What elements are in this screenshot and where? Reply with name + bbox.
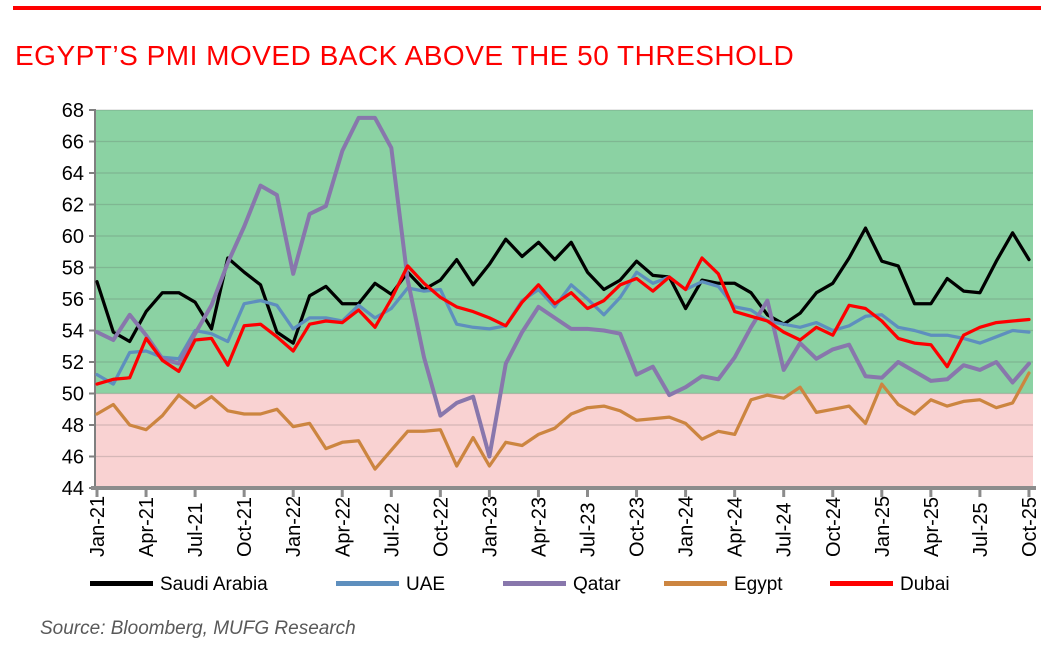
- y-tick-label: 54: [62, 321, 84, 343]
- x-tick-label-group: Jan-24: [676, 496, 698, 557]
- legend-line-swatch: [830, 581, 893, 586]
- legend-item-dubai: Dubai: [830, 571, 950, 599]
- x-tick-label-group: Jul-23: [578, 503, 600, 557]
- series-line-saudi-arabia: [95, 226, 1031, 345]
- y-tick-label: 68: [62, 100, 84, 122]
- x-tick-label: Jul-21: [185, 503, 207, 557]
- legend-label: Egypt: [734, 574, 783, 595]
- x-tick-label: Jan-23: [479, 496, 501, 557]
- page-title: EGYPT’S PMI MOVED BACK ABOVE THE 50 THRE…: [15, 40, 795, 71]
- legend-line-swatch: [664, 581, 727, 586]
- x-tick-label: Apr-24: [725, 497, 747, 557]
- x-tick-label: Apr-21: [136, 497, 158, 557]
- x-tick-label-group: Apr-22: [332, 497, 354, 557]
- x-tick-label-group: Jul-21: [185, 503, 207, 557]
- x-tick-label-group: Apr-24: [725, 497, 747, 557]
- x-tick-label-group: Oct-24: [823, 497, 845, 557]
- y-tick-label: 58: [62, 258, 84, 280]
- x-tick-label: Apr-25: [921, 497, 943, 557]
- x-tick-label-group: Apr-21: [136, 497, 158, 557]
- x-tick-label: Oct-22: [430, 497, 452, 557]
- x-tick-label: Oct-21: [234, 497, 256, 557]
- y-tick-label: 56: [62, 289, 84, 311]
- y-tick-label: 52: [62, 352, 84, 374]
- x-tick-label: Oct-23: [627, 497, 649, 557]
- y-tick-label: 66: [62, 132, 84, 154]
- x-tick-label-group: Apr-23: [528, 497, 550, 557]
- x-tick-label: Jan-24: [676, 496, 698, 557]
- x-tick-label-group: Jan-22: [283, 496, 305, 557]
- x-tick-label: Apr-23: [528, 497, 550, 557]
- legend-label: UAE: [406, 574, 446, 595]
- x-tick-label-group: Jan-23: [479, 496, 501, 557]
- y-tick-label: 64: [62, 163, 84, 185]
- y-tick-label: 62: [62, 195, 84, 217]
- x-tick-label-group: Jan-21: [87, 496, 109, 557]
- x-tick-label: Jan-22: [283, 496, 305, 557]
- legend-line-swatch: [503, 581, 566, 586]
- y-tick-label: 60: [62, 226, 84, 248]
- legend-label: Dubai: [900, 574, 950, 595]
- x-tick-label-group: Oct-25: [1019, 497, 1041, 557]
- x-tick-label: Jan-25: [872, 496, 894, 557]
- top-accent-rule: [13, 6, 1041, 10]
- y-tick-label: 46: [62, 447, 84, 469]
- x-tick-label: Oct-24: [823, 497, 845, 557]
- x-tick-label-group: Jul-25: [970, 503, 992, 557]
- x-tick-label: Jul-23: [578, 503, 600, 557]
- x-tick-label: Jul-25: [970, 503, 992, 557]
- x-tick-label: Jul-22: [381, 503, 403, 557]
- x-tick-label: Apr-22: [332, 497, 354, 557]
- legend-item-egypt: Egypt: [664, 571, 783, 599]
- x-tick-label-group: Jan-25: [872, 496, 894, 557]
- legend-line-swatch: [90, 581, 153, 586]
- x-tick-label-group: Oct-22: [430, 497, 452, 557]
- series-line-qatar: [95, 115, 1031, 459]
- y-tick-label: 48: [62, 415, 84, 437]
- legend-line-swatch: [336, 581, 399, 586]
- chart-legend: Saudi Arabia UAE Qatar Egypt Dubai: [0, 571, 1053, 599]
- x-tick-label: Jan-21: [87, 496, 109, 557]
- series-line-egypt: [95, 371, 1031, 471]
- y-tick-label: 50: [62, 384, 84, 406]
- below-threshold-band: [95, 393, 1033, 488]
- y-tick-label: 44: [62, 478, 84, 500]
- x-tick-label: Oct-25: [1019, 497, 1041, 557]
- x-tick-label-group: Oct-21: [234, 497, 256, 557]
- legend-item-saudi-arabia: Saudi Arabia: [90, 571, 268, 599]
- legend-item-qatar: Qatar: [503, 571, 621, 599]
- source-note: Source: Bloomberg, MUFG Research: [40, 618, 356, 639]
- series-line-dubai: [95, 256, 1031, 386]
- x-tick-label: Jul-24: [774, 503, 796, 557]
- legend-label: Qatar: [573, 574, 621, 595]
- legend-item-uae: UAE: [336, 571, 445, 599]
- legend-label: Saudi Arabia: [160, 574, 268, 595]
- x-tick-label-group: Jul-22: [381, 503, 403, 557]
- x-tick-label-group: Oct-23: [627, 497, 649, 557]
- x-tick-label-group: Apr-25: [921, 497, 943, 557]
- x-tick-label-group: Jul-24: [774, 503, 796, 557]
